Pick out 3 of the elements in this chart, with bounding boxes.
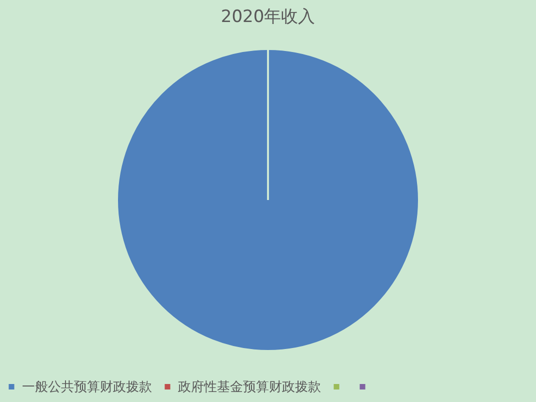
- legend-label: 政府性基金预算财政拨款: [178, 378, 321, 395]
- legend-label: 一般公共预算财政拨款: [22, 380, 152, 395]
- chart-title: 2020年收入: [220, 7, 316, 27]
